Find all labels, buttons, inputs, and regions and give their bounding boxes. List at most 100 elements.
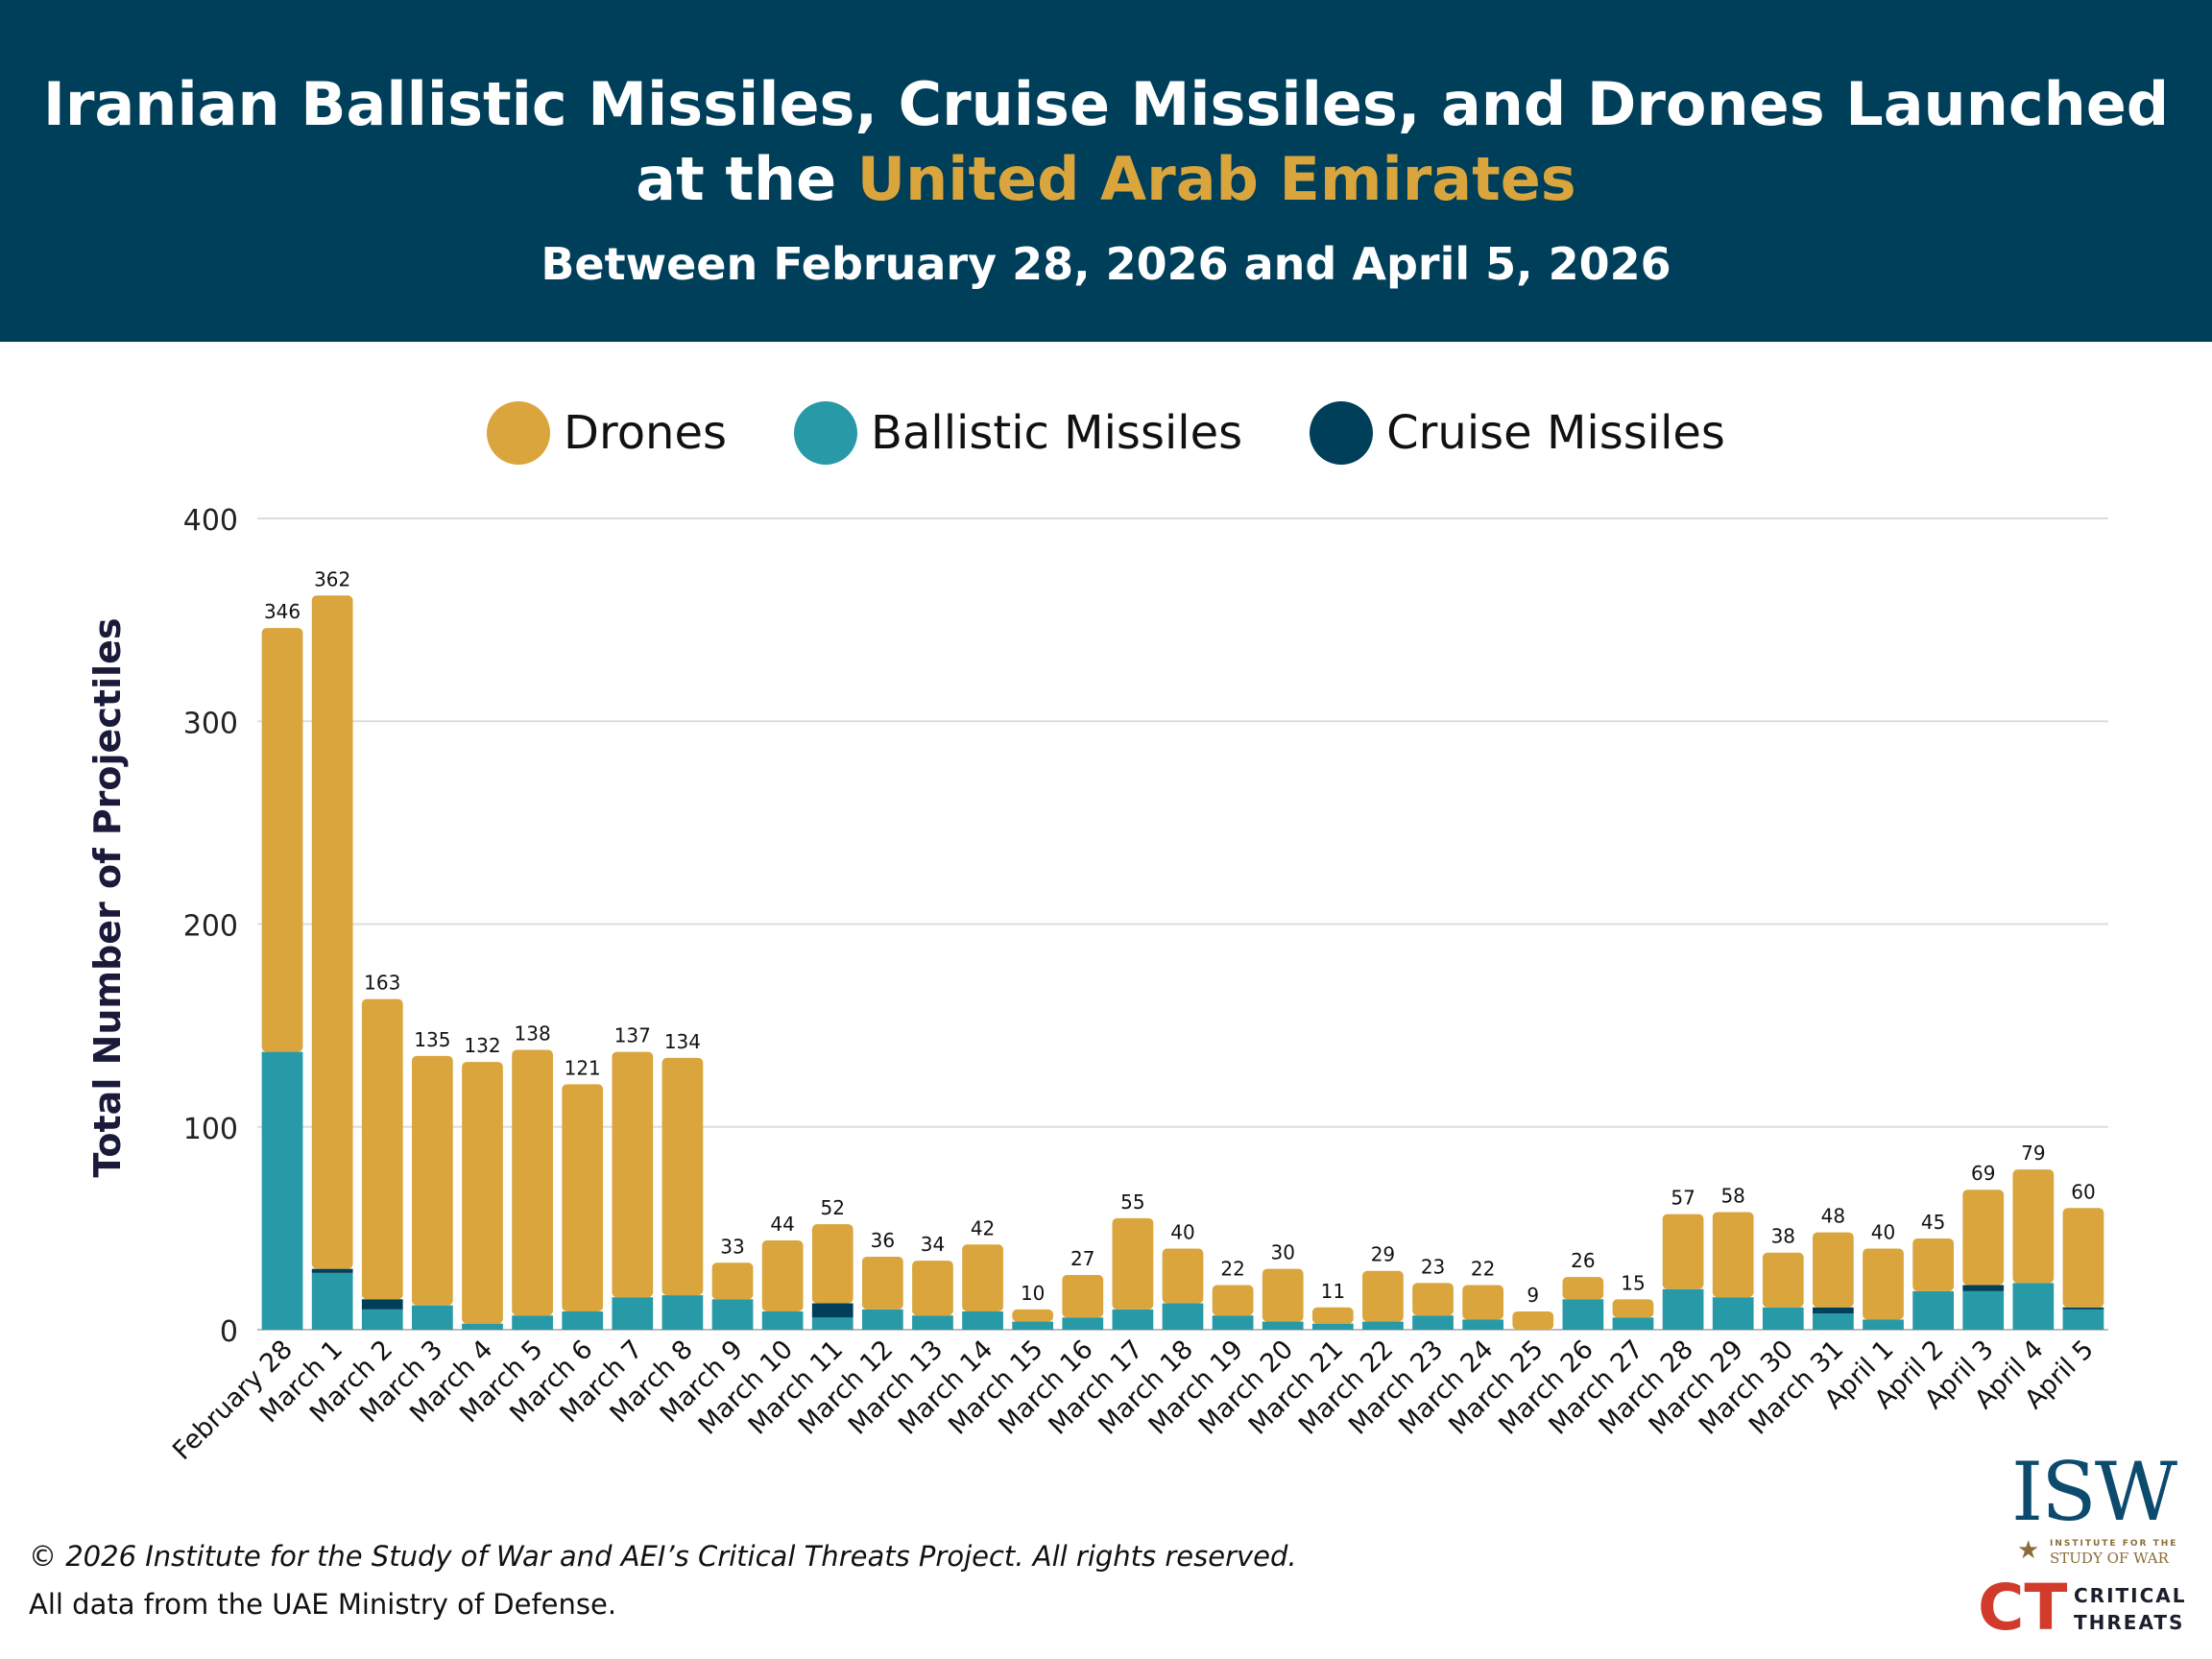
bar-segment-drones bbox=[1762, 1252, 1804, 1308]
bar-segment-ballistic-missiles bbox=[562, 1310, 604, 1330]
bar-segment-drones bbox=[361, 998, 403, 1300]
bar-segment-drones bbox=[412, 1055, 453, 1306]
bar-segment-ballistic-missiles bbox=[1162, 1303, 1204, 1330]
bar-segment-drones bbox=[1813, 1232, 1854, 1308]
chart-title-line1: Iranian Ballistic Missiles, Cruise Missi… bbox=[42, 69, 2170, 139]
bar-segment-drones bbox=[1012, 1309, 1054, 1322]
data-label-total: 48 bbox=[1821, 1205, 1845, 1228]
data-label-total: 137 bbox=[614, 1024, 651, 1047]
bar-segment-drones bbox=[1362, 1270, 1404, 1322]
bar-segment-cruise-missiles bbox=[811, 1303, 854, 1318]
y-tick-label: 0 bbox=[220, 1315, 238, 1349]
bar-segment-ballistic-missiles bbox=[261, 1051, 303, 1330]
legend-label: Cruise Missiles bbox=[1386, 406, 1725, 460]
data-label-total: 33 bbox=[720, 1235, 744, 1258]
data-label-total: 27 bbox=[1070, 1247, 1094, 1270]
header-banner: Iranian Ballistic Missiles, Cruise Missi… bbox=[0, 0, 2212, 342]
data-label-total: 362 bbox=[314, 567, 350, 590]
legend-item-ballistic: Ballistic Missiles bbox=[794, 401, 1242, 465]
bar-segment-drones bbox=[562, 1084, 604, 1311]
title-prefix: at the bbox=[636, 144, 857, 214]
bar-segment-drones bbox=[1112, 1217, 1154, 1310]
bar-segment-ballistic-missiles bbox=[1062, 1317, 1104, 1330]
y-tick-label: 200 bbox=[183, 910, 238, 944]
data-label-total: 23 bbox=[1421, 1255, 1445, 1278]
bar-segment-drones bbox=[1863, 1248, 1904, 1320]
legend-item-drones: Drones bbox=[487, 401, 727, 465]
bar-segment-drones bbox=[1462, 1285, 1504, 1320]
bar-segment-drones bbox=[462, 1062, 503, 1324]
bar-segment-ballistic-missiles bbox=[912, 1315, 953, 1330]
bar-segment-ballistic-missiles bbox=[1662, 1288, 1704, 1330]
bar-segment-cruise-missiles bbox=[1962, 1285, 2005, 1291]
bar-segment-cruise-missiles bbox=[2062, 1307, 2104, 1310]
data-label-total: 29 bbox=[1371, 1243, 1395, 1266]
source-note: All data from the UAE Ministry of Defens… bbox=[29, 1588, 617, 1621]
data-label-total: 121 bbox=[565, 1056, 601, 1079]
y-tick-label: 100 bbox=[183, 1113, 238, 1146]
bar-segment-drones bbox=[2062, 1208, 2104, 1308]
legend-swatch-drones bbox=[487, 401, 551, 465]
bar-segment-ballistic-missiles bbox=[462, 1323, 503, 1330]
data-label-total: 11 bbox=[1321, 1280, 1345, 1303]
bar-segment-drones bbox=[1212, 1285, 1254, 1316]
bar-segment-ballistic-missiles bbox=[962, 1310, 1003, 1330]
bar-segment-ballistic-missiles bbox=[1562, 1299, 1604, 1330]
y-axis-title: Total Number of Projectiles bbox=[86, 618, 129, 1178]
data-label-total: 60 bbox=[2071, 1180, 2095, 1203]
bar-segment-drones bbox=[1311, 1307, 1354, 1324]
data-label-total: 42 bbox=[971, 1216, 995, 1239]
data-label-total: 138 bbox=[515, 1022, 551, 1045]
data-label-total: 346 bbox=[264, 600, 301, 623]
bar-segment-ballistic-missiles bbox=[2062, 1309, 2104, 1330]
copyright-note: © 2026 Institute for the Study of War an… bbox=[29, 1540, 1297, 1573]
bar-segment-ballistic-missiles bbox=[1962, 1290, 2005, 1330]
y-tick-label: 400 bbox=[183, 504, 238, 538]
bar-segment-ballistic-missiles bbox=[1311, 1323, 1354, 1330]
bar-segment-ballistic-missiles bbox=[612, 1297, 654, 1330]
bar-segment-drones bbox=[761, 1240, 804, 1311]
data-label-total: 132 bbox=[464, 1034, 500, 1057]
data-label-total: 163 bbox=[364, 972, 400, 995]
bar-segment-ballistic-missiles bbox=[1012, 1321, 1054, 1330]
data-label-total: 40 bbox=[1170, 1221, 1194, 1244]
bar-segment-drones bbox=[1262, 1268, 1304, 1322]
bar-segment-ballistic-missiles bbox=[1813, 1313, 1854, 1330]
data-label-total: 15 bbox=[1621, 1271, 1645, 1294]
data-label-total: 135 bbox=[414, 1028, 450, 1051]
bar-segment-ballistic-missiles bbox=[1762, 1307, 1804, 1330]
ct-logo-line1: CRITICAL bbox=[2074, 1584, 2187, 1607]
bar-segment-cruise-missiles bbox=[311, 1268, 353, 1273]
data-label-total: 69 bbox=[1971, 1162, 1995, 1185]
legend-swatch-cruise bbox=[1310, 401, 1374, 465]
legend-swatch-ballistic bbox=[794, 401, 858, 465]
isw-logo-text: ISW bbox=[2011, 1445, 2177, 1539]
bar-segment-ballistic-missiles bbox=[1712, 1297, 1754, 1330]
data-label-total: 34 bbox=[921, 1233, 945, 1256]
bar-segment-drones bbox=[1162, 1248, 1204, 1304]
bar-segment-ballistic-missiles bbox=[1863, 1319, 1904, 1330]
y-tick-label: 300 bbox=[183, 707, 238, 740]
chart-subtitle: Between February 28, 2026 and April 5, 2… bbox=[541, 238, 1671, 290]
bar-segment-ballistic-missiles bbox=[412, 1305, 453, 1330]
bar-segment-ballistic-missiles bbox=[1912, 1290, 1954, 1330]
bar-segment-drones bbox=[1712, 1212, 1754, 1298]
data-label-total: 38 bbox=[1771, 1225, 1795, 1248]
bar-segment-ballistic-missiles bbox=[1412, 1315, 1454, 1330]
bar-segment-drones bbox=[1412, 1283, 1454, 1316]
data-label-total: 9 bbox=[1527, 1284, 1539, 1307]
bar-segment-drones bbox=[661, 1057, 704, 1296]
bar-segment-drones bbox=[861, 1256, 903, 1310]
bar-segment-ballistic-missiles bbox=[311, 1272, 353, 1330]
chart-title-line2: at the United Arab Emirates bbox=[0, 144, 2212, 214]
data-label-total: 55 bbox=[1120, 1190, 1144, 1214]
bar-segment-drones bbox=[1662, 1214, 1704, 1289]
data-label-total: 45 bbox=[1921, 1211, 1945, 1234]
bar-segment-cruise-missiles bbox=[361, 1299, 403, 1310]
bar-segment-drones bbox=[1612, 1299, 1654, 1318]
data-label-total: 52 bbox=[821, 1196, 845, 1219]
bar-segment-drones bbox=[612, 1051, 654, 1298]
isw-logo-line1: INSTITUTE FOR THE bbox=[2050, 1539, 2178, 1549]
ct-logo-line2: THREATS bbox=[2074, 1611, 2185, 1634]
